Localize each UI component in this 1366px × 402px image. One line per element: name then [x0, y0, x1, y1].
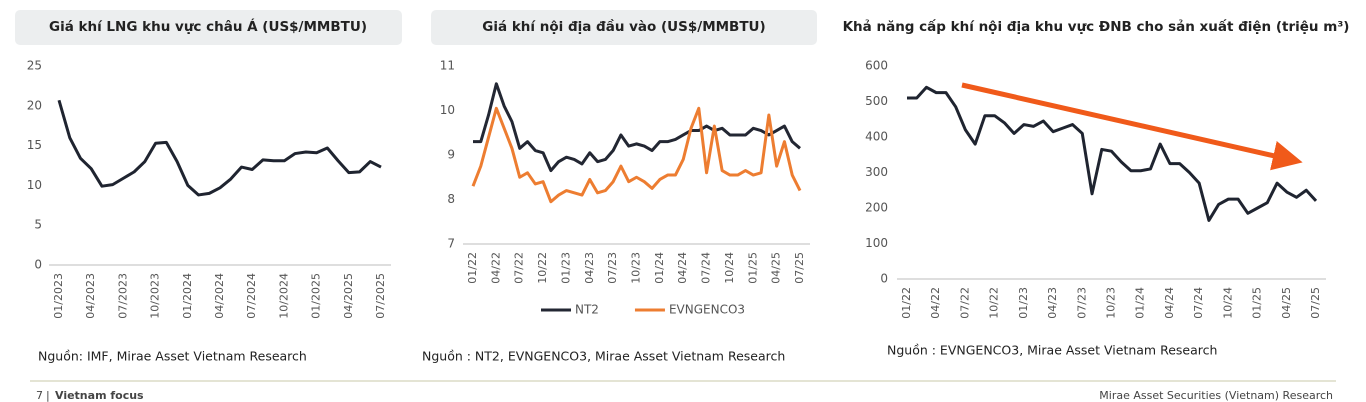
y-tick-label: 400: [865, 130, 888, 144]
x-tick-label: 10/24: [1221, 287, 1234, 319]
y-tick-label: 10: [27, 178, 42, 192]
x-tick-label: 04/22: [929, 287, 942, 319]
x-tick-label: 07/2025: [374, 273, 387, 319]
x-tick-label: 10/24: [723, 252, 736, 284]
x-tick-label: 07/23: [606, 252, 619, 284]
x-tick-label: 04/2025: [342, 273, 355, 319]
y-tick-label: 15: [27, 138, 42, 152]
x-tick-label: 07/25: [793, 252, 806, 284]
x-tick-label: 07/2024: [245, 273, 258, 319]
y-tick-label: 8: [447, 192, 455, 206]
x-tick-label: 04/25: [1280, 287, 1293, 319]
y-tick-label: 0: [34, 258, 42, 272]
y-tick-label: 100: [865, 236, 888, 250]
x-tick-label: 07/25: [1309, 287, 1322, 319]
chart-title: Giá khí nội địa đầu vào (US$/MMBTU): [482, 18, 765, 35]
x-tick-label: 07/24: [1192, 287, 1205, 319]
x-tick-label: 07/24: [700, 252, 713, 284]
page-number: 7: [36, 389, 43, 402]
title-box: [431, 10, 817, 45]
x-tick-label: 01/23: [1017, 287, 1030, 319]
legend-label: EVNGENCO3: [669, 303, 745, 317]
y-tick-label: 0: [880, 272, 888, 286]
line: [57, 99, 382, 197]
section: Vietnam focus: [55, 389, 144, 402]
chart-title: Khả năng cấp khí nội địa khu vực ĐNB cho…: [843, 18, 1350, 35]
separator: |: [46, 389, 50, 402]
legend-label: NT2: [575, 303, 599, 317]
y-tick-label: 200: [865, 201, 888, 215]
x-tick-label: 01/24: [653, 252, 666, 284]
x-tick-label: 10/23: [1105, 287, 1118, 319]
x-tick-label: 01/25: [1251, 287, 1264, 319]
x-tick-label: 04/23: [1046, 287, 1059, 319]
line: [907, 85, 1318, 222]
y-tick-label: 7: [447, 237, 455, 251]
y-tick-label: 5: [34, 218, 42, 232]
source: Nguồn : NT2, EVNGENCO3, Mirae Asset Viet…: [422, 349, 785, 364]
y-tick-label: 10: [440, 103, 455, 117]
x-tick-label: 04/22: [489, 252, 502, 284]
x-tick-label: 07/2023: [116, 273, 129, 319]
y-tick-label: 25: [27, 59, 42, 73]
source: Nguồn: IMF, Mirae Asset Vietnam Research: [38, 349, 307, 364]
x-tick-label: 01/2023: [52, 273, 65, 319]
line: [473, 82, 801, 173]
x-tick-label: 01/25: [746, 252, 759, 284]
x-tick-label: 01/23: [559, 252, 572, 284]
chart-title: Giá khí LNG khu vực châu Á (US$/MMBTU): [49, 18, 367, 35]
x-tick-label: 10/2023: [149, 273, 162, 319]
y-tick-label: 11: [440, 59, 455, 73]
x-tick-label: 10/23: [630, 252, 643, 284]
x-tick-label: 01/22: [900, 287, 913, 319]
x-tick-label: 10/22: [988, 287, 1001, 319]
x-tick-label: 01/24: [1134, 287, 1147, 319]
source: Nguồn : EVNGENCO3, Mirae Asset Vietnam R…: [887, 343, 1217, 358]
x-tick-label: 04/24: [1163, 287, 1176, 319]
y-tick-label: 9: [447, 148, 455, 162]
y-tick-label: 600: [865, 59, 888, 73]
x-tick-label: 10/2024: [277, 273, 290, 319]
x-tick-label: 04/24: [676, 252, 689, 284]
x-tick-label: 07/22: [958, 287, 971, 319]
line: [471, 106, 802, 204]
x-tick-label: 04/2024: [213, 273, 226, 319]
y-tick-label: 500: [865, 94, 888, 108]
x-tick-label: 07/22: [513, 252, 526, 284]
x-tick-label: 07/23: [1075, 287, 1088, 319]
x-tick-label: 04/2023: [84, 273, 97, 319]
y-tick-label: 300: [865, 165, 888, 179]
publisher: Mirae Asset Securities (Vietnam) Researc…: [1099, 389, 1333, 402]
x-tick-label: 01/22: [466, 252, 479, 284]
y-tick-label: 20: [27, 98, 42, 112]
x-tick-label: 04/23: [583, 252, 596, 284]
x-tick-label: 04/25: [770, 252, 783, 284]
trend-arrow: [961, 82, 1303, 171]
title-box: [15, 10, 402, 45]
x-tick-label: 01/2024: [181, 273, 194, 319]
x-tick-label: 10/22: [536, 252, 549, 284]
x-tick-label: 01/2025: [310, 273, 323, 319]
